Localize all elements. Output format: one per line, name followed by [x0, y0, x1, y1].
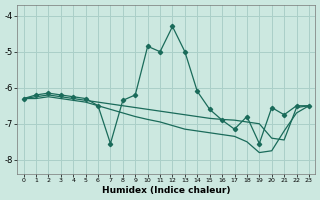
- X-axis label: Humidex (Indice chaleur): Humidex (Indice chaleur): [102, 186, 230, 195]
